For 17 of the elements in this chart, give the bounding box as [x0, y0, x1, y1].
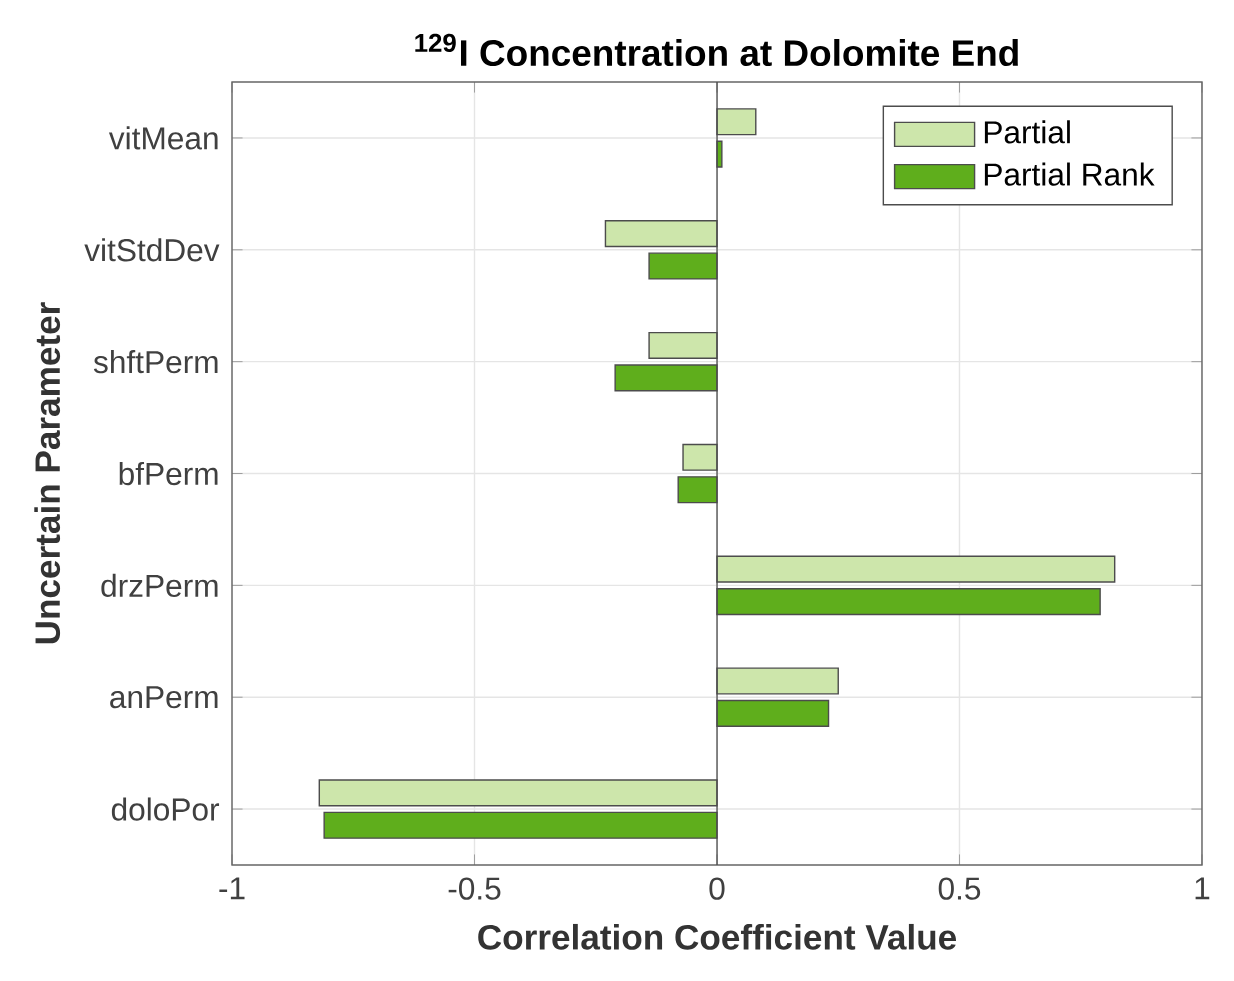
- legend-label: Partial: [984, 120, 1070, 144]
- x-tick-label: 1: [1195, 877, 1210, 900]
- chart-title: $^{129}$I Concentration at Dolomite End: [415, 33, 1018, 67]
- y-tick-label: bfPerm: [119, 461, 218, 486]
- y-axis-title: Uncertain Parameter: [34, 302, 61, 644]
- y-tick-label: vitStdDev: [84, 238, 220, 262]
- y-tick-label: shftPerm: [93, 350, 218, 374]
- y-tick-label: anPerm: [110, 686, 218, 709]
- legend-label: Partial Rank: [984, 162, 1155, 186]
- x-tick-label: -1: [219, 877, 245, 900]
- y-tick-label: drzPerm: [101, 573, 218, 597]
- x-tick-label: 0: [709, 877, 725, 900]
- y-tick-label: vitMean: [108, 126, 218, 150]
- x-axis-title: Correlation Coefficient Value: [478, 923, 957, 950]
- x-tick-label: 0.5: [938, 877, 981, 900]
- y-tick-label: doloPor: [111, 797, 220, 821]
- x-tick-label: -0.5: [448, 877, 501, 900]
